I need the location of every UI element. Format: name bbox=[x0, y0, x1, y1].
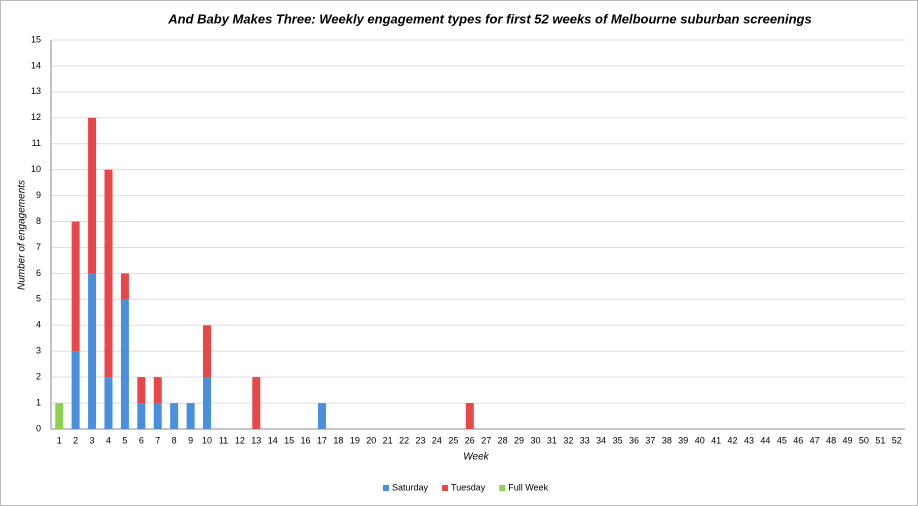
x-tick-label: 48 bbox=[826, 435, 836, 445]
x-tick-label: 45 bbox=[777, 435, 787, 445]
x-tick-label: 25 bbox=[448, 435, 458, 445]
y-tick-label: 9 bbox=[36, 190, 41, 200]
x-tick-label: 14 bbox=[268, 435, 278, 445]
x-tick-label: 7 bbox=[155, 435, 160, 445]
x-tick-label: 5 bbox=[122, 435, 127, 445]
y-tick-label: 11 bbox=[32, 138, 41, 148]
x-tick-label: 12 bbox=[235, 435, 245, 445]
x-tick-label: 47 bbox=[810, 435, 820, 445]
x-tick-label: 20 bbox=[366, 435, 376, 445]
bar-segment bbox=[465, 403, 474, 429]
y-axis-title: Number of engagements bbox=[17, 180, 28, 290]
x-tick-label: 27 bbox=[481, 435, 491, 445]
x-tick-label: 34 bbox=[596, 435, 606, 445]
legend-swatch bbox=[442, 485, 449, 491]
bar-segment bbox=[104, 377, 113, 429]
bar-segment bbox=[252, 377, 261, 429]
bar-segment bbox=[186, 403, 195, 429]
x-tick-label: 28 bbox=[498, 435, 508, 445]
x-tick-label: 30 bbox=[530, 435, 540, 445]
chart-title: And Baby Makes Three: Weekly engagement … bbox=[167, 11, 811, 26]
legend-label: Full Week bbox=[508, 482, 548, 492]
legend-swatch bbox=[499, 485, 506, 491]
legend-label: Tuesday bbox=[451, 482, 486, 492]
x-tick-label: 2 bbox=[73, 435, 78, 445]
y-tick-label: 5 bbox=[36, 294, 41, 304]
x-tick-label: 4 bbox=[106, 435, 111, 445]
x-tick-label: 16 bbox=[301, 435, 311, 445]
x-tick-label: 26 bbox=[465, 435, 475, 445]
bar-segment bbox=[170, 403, 179, 429]
y-tick-label: 12 bbox=[31, 112, 41, 122]
x-tick-label: 39 bbox=[678, 435, 688, 445]
bar-segment bbox=[153, 377, 162, 404]
bar-segment bbox=[88, 273, 97, 429]
y-tick-label: 3 bbox=[36, 346, 41, 356]
bar-segment bbox=[137, 377, 146, 404]
x-tick-label: 29 bbox=[514, 435, 524, 445]
bar-segment bbox=[55, 403, 64, 429]
y-tick-label: 13 bbox=[31, 86, 41, 96]
x-tick-label: 22 bbox=[399, 435, 409, 445]
x-tick-label: 10 bbox=[202, 435, 212, 445]
bar-segment bbox=[71, 221, 80, 352]
bar-segment bbox=[137, 403, 146, 429]
x-tick-label: 42 bbox=[728, 435, 738, 445]
x-tick-label: 50 bbox=[859, 435, 869, 445]
y-tick-label: 1 bbox=[36, 397, 41, 407]
x-tick-label: 21 bbox=[383, 435, 393, 445]
x-tick-label: 44 bbox=[760, 435, 770, 445]
x-tick-label: 33 bbox=[580, 435, 590, 445]
bar-segment bbox=[120, 273, 129, 300]
bar-segment bbox=[120, 299, 129, 429]
x-tick-label: 11 bbox=[219, 435, 228, 445]
y-tick-label: 10 bbox=[31, 164, 41, 174]
x-tick-label: 31 bbox=[547, 435, 557, 445]
x-tick-label: 37 bbox=[645, 435, 655, 445]
y-tick-label: 4 bbox=[36, 320, 41, 330]
x-tick-label: 15 bbox=[284, 435, 294, 445]
bar-segment bbox=[104, 169, 113, 378]
x-tick-label: 51 bbox=[875, 435, 885, 445]
bar-segment bbox=[153, 403, 162, 429]
y-tick-label: 0 bbox=[36, 423, 41, 433]
x-tick-label: 19 bbox=[350, 435, 360, 445]
bar-segment bbox=[203, 325, 212, 378]
y-tick-label: 15 bbox=[31, 34, 41, 44]
y-tick-label: 14 bbox=[31, 60, 41, 70]
x-axis-title: Week bbox=[463, 452, 489, 463]
x-tick-label: 9 bbox=[188, 435, 193, 445]
y-tick-label: 2 bbox=[36, 372, 41, 382]
x-tick-label: 6 bbox=[139, 435, 144, 445]
x-tick-label: 40 bbox=[695, 435, 705, 445]
x-tick-label: 49 bbox=[843, 435, 853, 445]
x-tick-label: 8 bbox=[172, 435, 177, 445]
x-tick-label: 3 bbox=[90, 435, 95, 445]
x-tick-label: 52 bbox=[892, 435, 902, 445]
x-tick-label: 32 bbox=[563, 435, 573, 445]
bar-segment bbox=[88, 117, 97, 274]
legend-label: Saturday bbox=[392, 482, 429, 492]
x-tick-label: 23 bbox=[416, 435, 426, 445]
bar-segment bbox=[317, 403, 326, 429]
bar-segment bbox=[203, 377, 212, 429]
legend-swatch bbox=[383, 485, 389, 491]
x-tick-label: 43 bbox=[744, 435, 754, 445]
x-tick-label: 18 bbox=[333, 435, 343, 445]
x-tick-label: 13 bbox=[251, 435, 261, 445]
y-tick-label: 8 bbox=[36, 216, 41, 226]
x-tick-label: 46 bbox=[793, 435, 803, 445]
x-tick-label: 24 bbox=[432, 435, 442, 445]
x-tick-label: 41 bbox=[711, 435, 721, 445]
x-tick-label: 35 bbox=[613, 435, 623, 445]
x-tick-label: 38 bbox=[662, 435, 672, 445]
bar-segment bbox=[71, 351, 80, 429]
x-tick-label: 36 bbox=[629, 435, 639, 445]
x-tick-label: 1 bbox=[57, 435, 62, 445]
y-tick-label: 7 bbox=[36, 242, 41, 252]
y-tick-label: 6 bbox=[36, 268, 41, 278]
x-tick-label: 17 bbox=[317, 435, 327, 445]
